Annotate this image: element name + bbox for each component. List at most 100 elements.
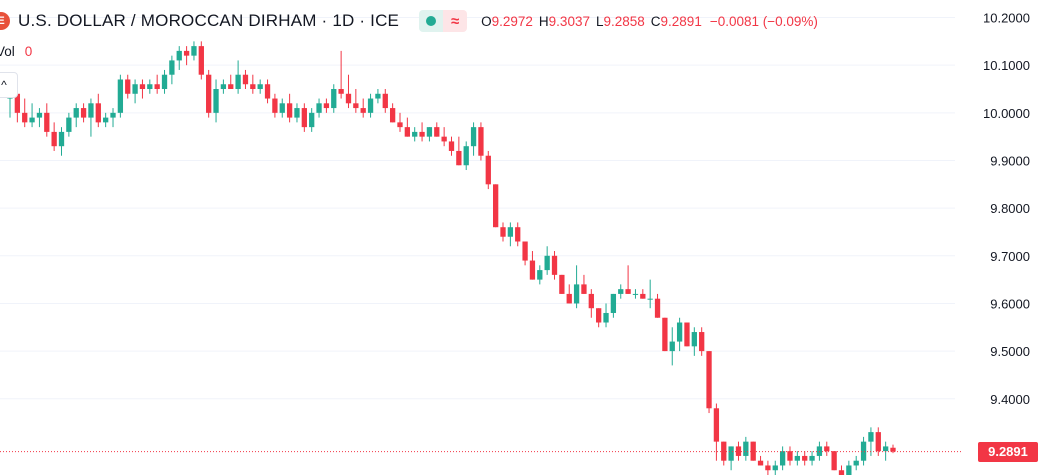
delayed-data-wave-icon[interactable]: ≈ xyxy=(443,10,468,32)
candle xyxy=(80,103,87,123)
volume-legend[interactable]: Vol 0 xyxy=(0,44,32,59)
candle xyxy=(257,79,263,94)
candle xyxy=(412,127,418,142)
candle xyxy=(699,327,705,356)
candle xyxy=(331,84,337,113)
candle xyxy=(522,241,528,266)
candle-body xyxy=(522,241,528,261)
candle xyxy=(125,74,131,99)
candle xyxy=(161,69,168,94)
candle-body xyxy=(559,274,565,294)
candle xyxy=(507,222,514,247)
candle xyxy=(456,136,462,166)
candle-body xyxy=(448,141,455,151)
candle-body xyxy=(404,127,410,137)
candle-body xyxy=(669,341,675,352)
candle-body xyxy=(787,451,793,461)
candle xyxy=(139,79,146,99)
candle-body xyxy=(294,108,300,118)
candle-body xyxy=(757,460,764,466)
candle-body xyxy=(51,131,57,147)
candle-body xyxy=(684,322,690,347)
candle xyxy=(22,98,28,128)
candle xyxy=(375,89,381,104)
collapse-legend-button[interactable]: ^ xyxy=(0,72,18,98)
candle xyxy=(448,136,455,156)
candle xyxy=(426,127,433,142)
candle-body xyxy=(154,84,160,90)
candle-body xyxy=(29,117,35,123)
candle xyxy=(618,284,624,299)
symbol-logo-icon[interactable]: E xyxy=(0,12,10,30)
candle-body xyxy=(500,227,506,237)
y-tick-label: 9.7000 xyxy=(990,249,1030,264)
candle xyxy=(88,98,94,137)
status-pill[interactable]: ≈ xyxy=(419,10,468,32)
candle-body xyxy=(507,227,514,237)
candle-body xyxy=(242,74,249,85)
candle-body xyxy=(95,103,101,123)
candle-body xyxy=(228,84,234,90)
y-tick-label: 9.6000 xyxy=(990,296,1030,311)
candle xyxy=(323,98,330,113)
candle xyxy=(419,122,425,142)
open-value: 9.2972 xyxy=(491,13,533,29)
candle xyxy=(743,436,749,461)
candle-body xyxy=(699,332,705,352)
candle xyxy=(220,79,227,94)
candle xyxy=(787,446,793,466)
candle xyxy=(890,444,896,454)
candle xyxy=(51,122,57,151)
high-value: 9.3037 xyxy=(548,13,590,29)
candle xyxy=(706,351,712,414)
candle xyxy=(176,46,182,70)
candle-body xyxy=(610,293,617,313)
candle xyxy=(169,55,175,85)
candle xyxy=(875,427,881,456)
candle-body xyxy=(66,117,72,132)
candle-body xyxy=(434,127,440,137)
candle-body xyxy=(809,455,815,461)
candle-body xyxy=(706,351,712,409)
market-open-dot-icon[interactable] xyxy=(419,10,444,32)
candle-body xyxy=(588,293,594,309)
y-tick-label: 10.2000 xyxy=(983,11,1030,26)
ohlc-values: O9.2972 H9.3037 L9.2858 C9.2891 −0.0081 … xyxy=(481,14,818,29)
symbol-title[interactable]: U.S. DOLLAR / MOROCCAN DIRHAM · 1D · ICE xyxy=(18,11,400,30)
candle xyxy=(132,79,138,104)
candle xyxy=(301,103,307,132)
candle xyxy=(242,69,249,90)
candle-body xyxy=(316,103,322,113)
y-tick-label: 10.0000 xyxy=(983,106,1030,121)
candle xyxy=(360,98,366,118)
candle-body xyxy=(213,89,219,113)
candle-body xyxy=(382,93,388,109)
candle-body xyxy=(331,89,337,109)
candle-body xyxy=(176,50,182,61)
candle xyxy=(779,446,786,471)
candle xyxy=(559,274,565,294)
candle-body xyxy=(743,441,749,456)
candle xyxy=(338,50,344,99)
candle xyxy=(382,89,388,113)
candle xyxy=(640,289,646,299)
low-value: 9.2858 xyxy=(603,13,645,29)
candle xyxy=(794,451,800,466)
candle-body xyxy=(88,103,94,118)
candle-body xyxy=(360,108,366,113)
candle-body xyxy=(794,455,800,461)
candle-body xyxy=(441,136,447,142)
symbol-legend: E U.S. DOLLAR / MOROCCAN DIRHAM · 1D · I… xyxy=(0,8,818,34)
candle-body xyxy=(14,93,21,113)
candle-body xyxy=(272,98,278,113)
candle xyxy=(29,103,35,128)
candle-body xyxy=(36,112,43,118)
candle xyxy=(500,222,506,242)
candle-body xyxy=(882,446,889,452)
candle xyxy=(610,293,617,318)
candle-body xyxy=(772,465,778,471)
candle xyxy=(485,150,491,190)
candle xyxy=(853,455,859,471)
candle xyxy=(213,79,219,123)
